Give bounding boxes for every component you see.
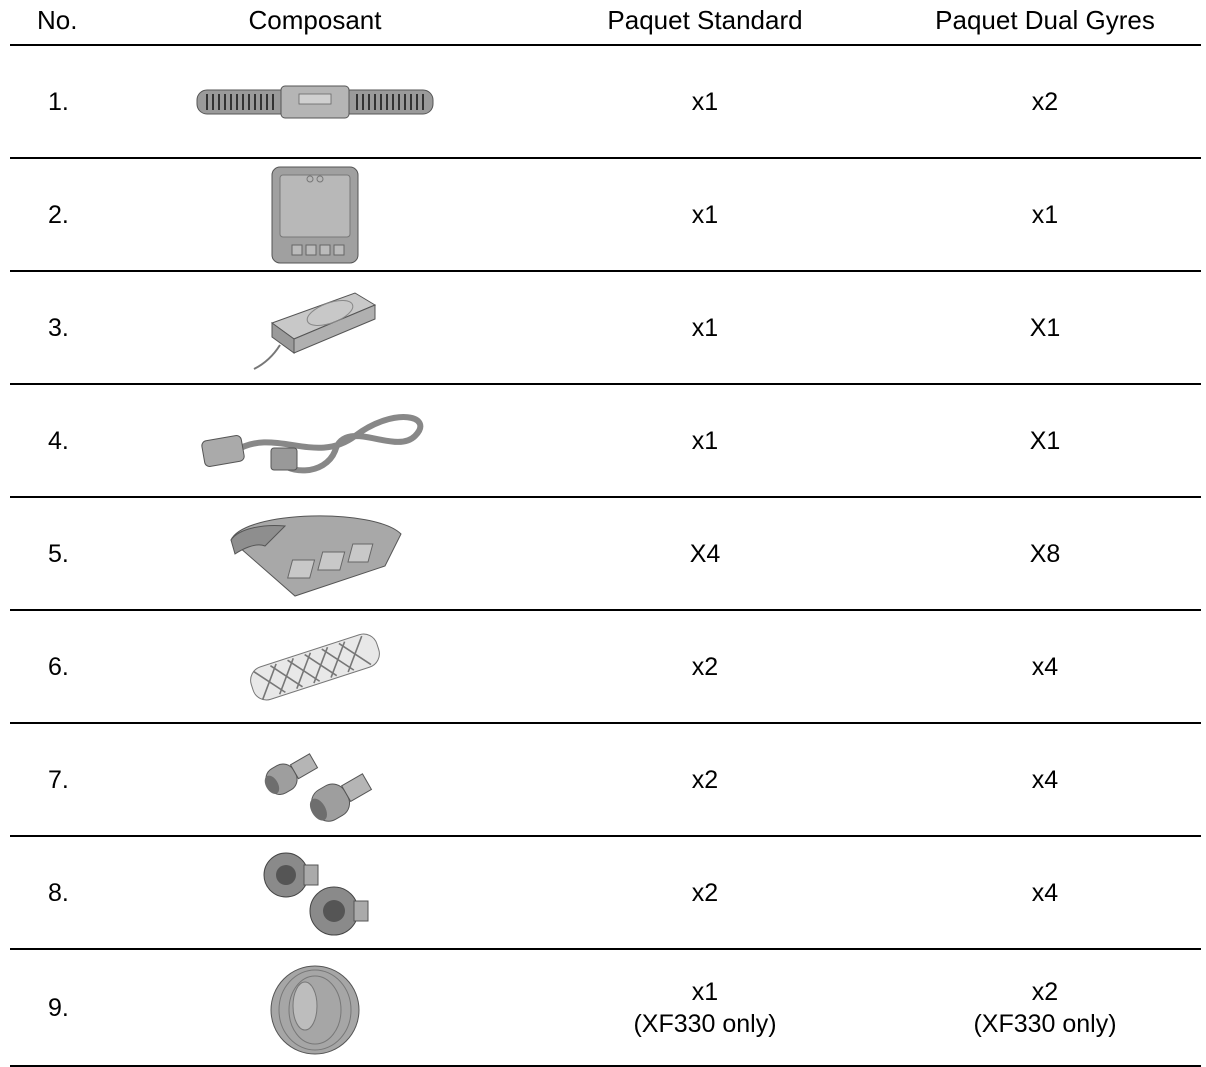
dual-qty: x4 [1031,765,1059,794]
component-table: No. Composant Paquet Standard Paquet Dua… [10,0,1201,1067]
rubber-bumper-icon [264,752,373,822]
component-image [165,159,465,270]
gyre-pump-icon [196,85,434,118]
table-row: 2. x1 x1 [10,159,1201,272]
standard-qty: x1 [691,200,719,229]
end-cap-icon [270,965,360,1054]
component-image [165,46,465,157]
header-dual: Paquet Dual Gyres [935,5,1155,35]
controller-icon [271,166,359,263]
power-supply-icon [253,291,377,370]
table-row: 9. x1 (XF330 only) x2 (XF330 only) [10,950,1201,1067]
mounting-bracket-icon [230,514,402,597]
row-number: 5. [48,539,69,568]
power-cord-icon [201,413,424,473]
component-image [165,611,465,722]
table-row: 7. x2 x4 [10,724,1201,837]
grommet-icon [263,852,369,935]
dual-qty: X1 [1029,426,1061,455]
table-row: 6. x2 x4 [10,611,1201,724]
standard-qty-note: (XF330 only) [633,1009,777,1038]
component-image [165,950,465,1065]
dual-qty: x1 [1031,200,1059,229]
standard-qty: x1 (XF330 only) [550,950,860,1065]
table-row: 3. x1 X1 [10,272,1201,385]
table-row: 8. x2 x4 [10,837,1201,950]
table-header: No. Composant Paquet Standard Paquet Dua… [10,0,1201,46]
header-component: Composant [248,5,382,35]
dual-qty: x2 [1031,87,1059,116]
standard-qty: x1 [691,313,719,342]
standard-qty: x2 [691,765,719,794]
table-row: 5. X4 X8 [10,498,1201,611]
standard-qty-value: x1 [691,977,719,1006]
standard-qty: X4 [689,539,721,568]
row-number: 2. [48,200,69,229]
row-number: 7. [48,765,69,794]
row-number: 1. [48,87,69,116]
dual-qty-value: x2 [1031,977,1059,1006]
table-row: 4. x1 X1 [10,385,1201,498]
standard-qty: x1 [691,426,719,455]
standard-qty: x2 [691,878,719,907]
dual-qty: x4 [1031,878,1059,907]
standard-qty: x2 [691,652,719,681]
standard-qty: x1 [691,87,719,116]
table-row: 1. [10,46,1201,159]
header-standard: Paquet Standard [607,5,803,35]
dual-qty: X1 [1029,313,1061,342]
row-number: 4. [48,426,69,455]
dual-qty: x4 [1031,652,1059,681]
header-no: No. [37,5,78,35]
dual-qty: x2 (XF330 only) [890,950,1200,1065]
dual-qty: X8 [1029,539,1061,568]
row-number: 3. [48,313,69,342]
component-image [165,724,465,835]
component-image [165,837,465,948]
dual-qty-note: (XF330 only) [973,1009,1117,1038]
component-image [165,272,465,383]
row-number: 8. [48,878,69,907]
component-image [165,498,465,609]
row-number: 6. [48,652,69,681]
component-image [165,385,465,496]
mesh-guard-icon [250,633,380,700]
row-number: 9. [48,993,69,1022]
